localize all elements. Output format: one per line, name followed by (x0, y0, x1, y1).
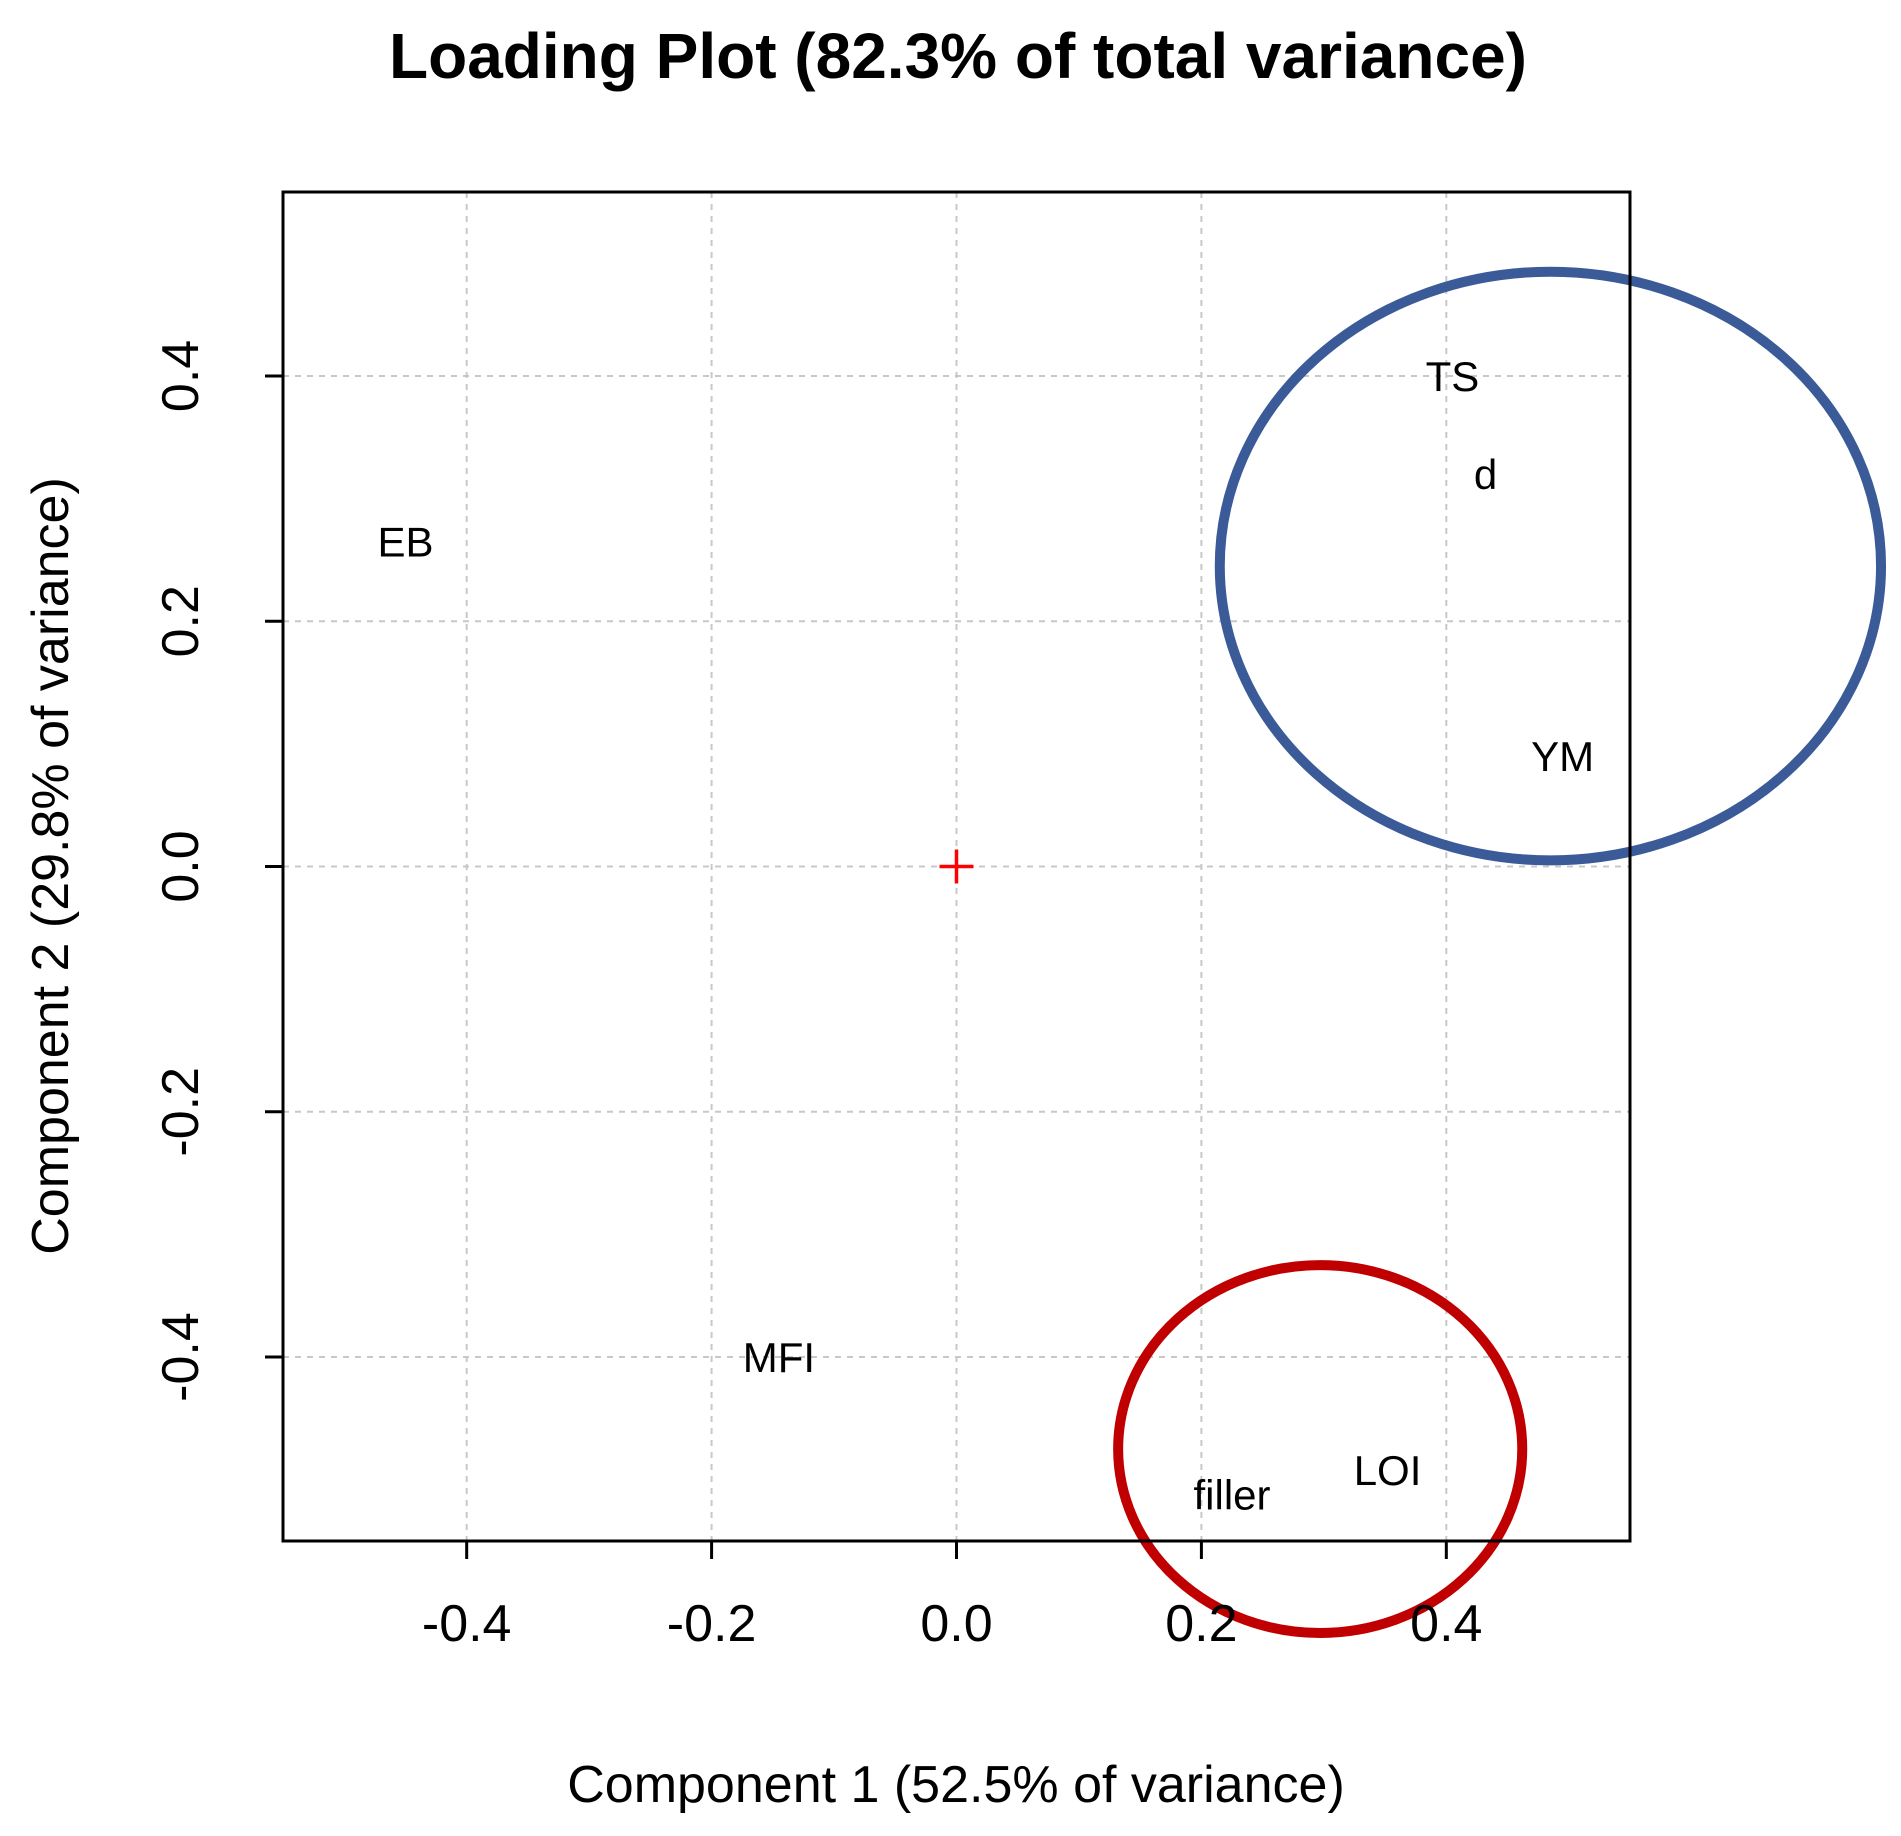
y-tick-label: 0.0 (152, 830, 210, 902)
x-tick-label: 0.0 (920, 1595, 992, 1653)
x-tick-label: -0.2 (667, 1595, 757, 1653)
y-tick-label: 0.2 (152, 585, 210, 657)
highlight-ellipses (1113, 266, 1887, 1638)
x-tick-label: 0.4 (1410, 1595, 1482, 1653)
point-label-eb: EB (377, 519, 433, 566)
axis-ticks: -0.4 -0.2 0.0 0.2 0.4 -0.4 -0.2 0.0 0.2 0.4 (152, 340, 1482, 1653)
point-label-ts: TS (1426, 353, 1480, 400)
point-label-loi: LOI (1354, 1447, 1422, 1494)
point-labels: EB TS d YM MFI filler LOI (377, 353, 1594, 1518)
y-tick-label: -0.2 (152, 1067, 210, 1157)
y-axis-title: Component 2 (29.8% of variance) (22, 477, 80, 1255)
blue-group-ellipse (1214, 266, 1887, 866)
x-tick-label: -0.4 (422, 1595, 512, 1653)
red-group-ellipse (1113, 1260, 1528, 1638)
x-axis-title: Component 1 (52.5% of variance) (567, 1756, 1345, 1814)
origin-marker (939, 849, 974, 884)
y-tick-label: 0.4 (152, 340, 210, 412)
point-label-ym: YM (1531, 733, 1594, 780)
y-tick-label: -0.4 (152, 1312, 210, 1402)
point-label-d: d (1474, 451, 1497, 498)
chart-title: Loading Plot (82.3% of total variance) (389, 20, 1527, 92)
point-label-filler: filler (1194, 1471, 1271, 1518)
point-label-mfi: MFI (743, 1334, 815, 1381)
x-tick-label: 0.2 (1165, 1595, 1237, 1653)
